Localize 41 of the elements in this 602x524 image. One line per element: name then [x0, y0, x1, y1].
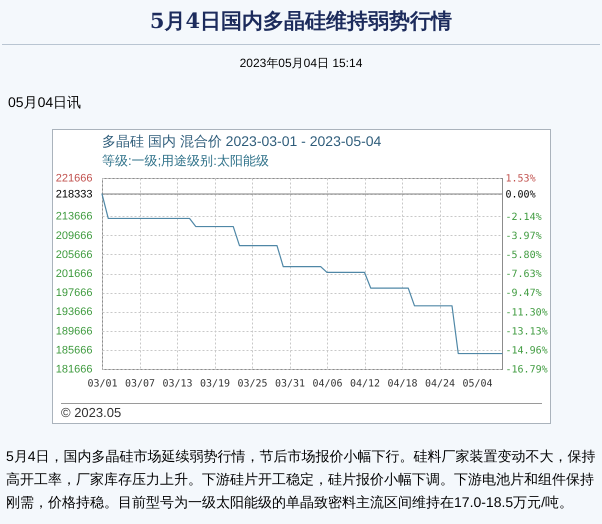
x-tick-label: 04/18 [387, 378, 418, 390]
y-tick-label: 209666 [56, 230, 92, 242]
y2-tick-label: -7.63% [506, 269, 542, 280]
y-tick-label: 197666 [56, 287, 92, 300]
chart-title: 多晶硅 国内 混合价 2023-03-01 - 2023-05-04 [102, 133, 382, 149]
text: 5月4日国内多晶硅维持弱势行情 [148, 7, 454, 35]
y2-tick-label: -5.80% [506, 250, 542, 261]
x-tick-label: 03/13 [162, 378, 193, 390]
y2-tick-label: -16.79% [506, 364, 548, 376]
y-tick-label: 193666 [56, 306, 92, 318]
y-tick-label: 218333 [56, 188, 92, 200]
y2-tick-label: -14.96% [506, 345, 548, 356]
text: 5月4日，国内多晶硅市场延续弱势行情，节后市场报价小幅下行。硅料厂家装置变动不大，保持高开工率，厂家库存压力上升。下游硅片开工稳定，硅片报价小幅下调。下游电池片和组件保持刚需，价格持稳。目前型号为一级太阳能级的单晶致密料主流区间维持在17.0-18.5万元/吨。 [6, 447, 597, 512]
x-tick-label: 05/04 [462, 378, 493, 390]
y-tick-label: 221666 [56, 172, 92, 184]
x-tick-label: 03/01 [87, 378, 118, 390]
x-tick-label: 04/12 [350, 378, 380, 390]
x-tick-label: 04/06 [312, 378, 343, 390]
x-tick-label: 03/25 [237, 378, 268, 390]
x-tick-label: 04/24 [424, 378, 456, 390]
y2-tick-label: -11.30% [506, 307, 548, 318]
y-tick-label: 189666 [56, 325, 92, 338]
y-tick-label: 185666 [56, 344, 92, 356]
y-tick-label: 213666 [56, 210, 92, 223]
y2-tick-label: 0.00% [506, 189, 536, 200]
text: © 2023.05 [61, 405, 122, 420]
y2-tick-label: 1.53% [506, 174, 536, 184]
y2-tick-label: -13.13% [506, 326, 548, 338]
y2-tick-label: -9.47% [506, 288, 542, 300]
y-tick-label: 201666 [56, 268, 92, 280]
x-tick-label: 03/31 [274, 378, 306, 390]
y2-tick-label: -2.14% [506, 212, 542, 223]
line-series [101, 193, 503, 354]
y-tick-label: 205666 [56, 248, 92, 261]
chart-subtitle: 等级:一级;用途级别:太阳能级 [102, 153, 269, 168]
x-tick-label: 03/19 [200, 378, 230, 390]
y2-tick-label: -3.97% [506, 230, 542, 242]
y-tick-label: 181666 [56, 364, 92, 376]
x-tick-label: 03/07 [124, 378, 156, 390]
text: 2023年05月04日 15:14 [238, 55, 364, 72]
text: 05月04日讯 [8, 94, 82, 112]
